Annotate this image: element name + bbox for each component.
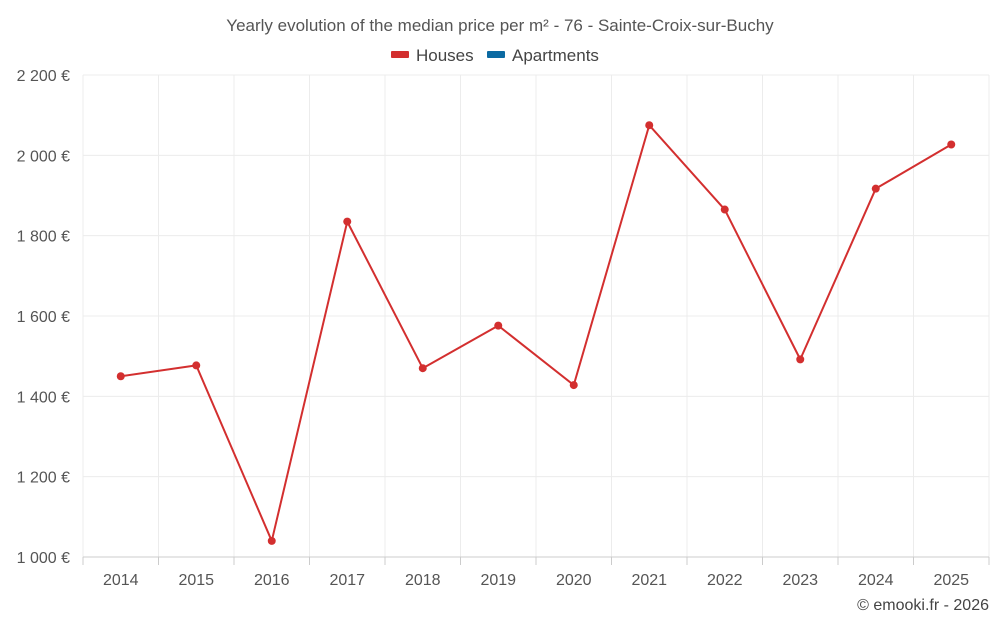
legend-swatch-apartments [487,51,505,58]
y-tick-label: 1 000 € [17,550,70,567]
data-point-houses-2023[interactable] [796,355,805,364]
x-tick-label: 2014 [103,572,139,589]
data-point-houses-2016[interactable] [267,536,276,545]
chart-title: Yearly evolution of the median price per… [226,16,774,35]
x-tick-label: 2020 [556,572,592,589]
series-line-houses [120,124,952,542]
x-tick-label: 2019 [480,572,516,589]
x-tick-label: 2021 [631,572,667,589]
legend-swatch-houses [391,51,409,58]
data-point-houses-2018[interactable] [418,364,427,373]
legend-item-apartments[interactable]: Apartments [487,46,599,65]
y-tick-label: 2 200 € [17,68,70,85]
x-tick-label: 2015 [178,572,214,589]
data-point-houses-2017[interactable] [343,217,352,226]
y-tick-label: 1 600 € [17,309,70,326]
data-point-houses-2020[interactable] [569,381,578,390]
series-houses [116,121,956,545]
data-point-houses-2024[interactable] [871,184,880,193]
grid [82,74,990,557]
x-tick-label: 2023 [782,572,818,589]
y-tick-label: 1 400 € [17,389,70,406]
x-tick-label: 2018 [405,572,441,589]
footer-credit: © emooki.fr - 2026 [857,597,989,614]
legend-label-apartments: Apartments [512,46,599,65]
legend-item-houses[interactable]: Houses [391,46,474,65]
y-tick-label: 1 200 € [17,470,70,487]
legend: Houses Apartments [391,46,599,65]
x-tick-label: 2022 [707,572,743,589]
data-point-houses-2015[interactable] [192,361,201,370]
x-tick-label: 2024 [858,572,894,589]
y-tick-label: 1 800 € [17,229,70,246]
data-point-houses-2021[interactable] [645,121,654,130]
x-tick-label: 2016 [254,572,290,589]
legend-label-houses: Houses [416,46,474,65]
y-tick-label: 2 000 € [17,148,70,165]
data-point-houses-2022[interactable] [720,205,729,214]
x-tick-label: 2017 [329,572,365,589]
data-point-houses-2014[interactable] [116,372,125,381]
y-axis: 1 000 € 1 200 € 1 400 € 1 600 € 1 800 € 2 000… [17,68,70,567]
x-tick-label: 2025 [933,572,969,589]
data-point-houses-2025[interactable] [947,140,956,149]
data-point-houses-2019[interactable] [494,321,503,330]
x-axis: 2014 2015 2016 2017 2018 2019 2020 2021 2022 2023… [82,556,990,589]
